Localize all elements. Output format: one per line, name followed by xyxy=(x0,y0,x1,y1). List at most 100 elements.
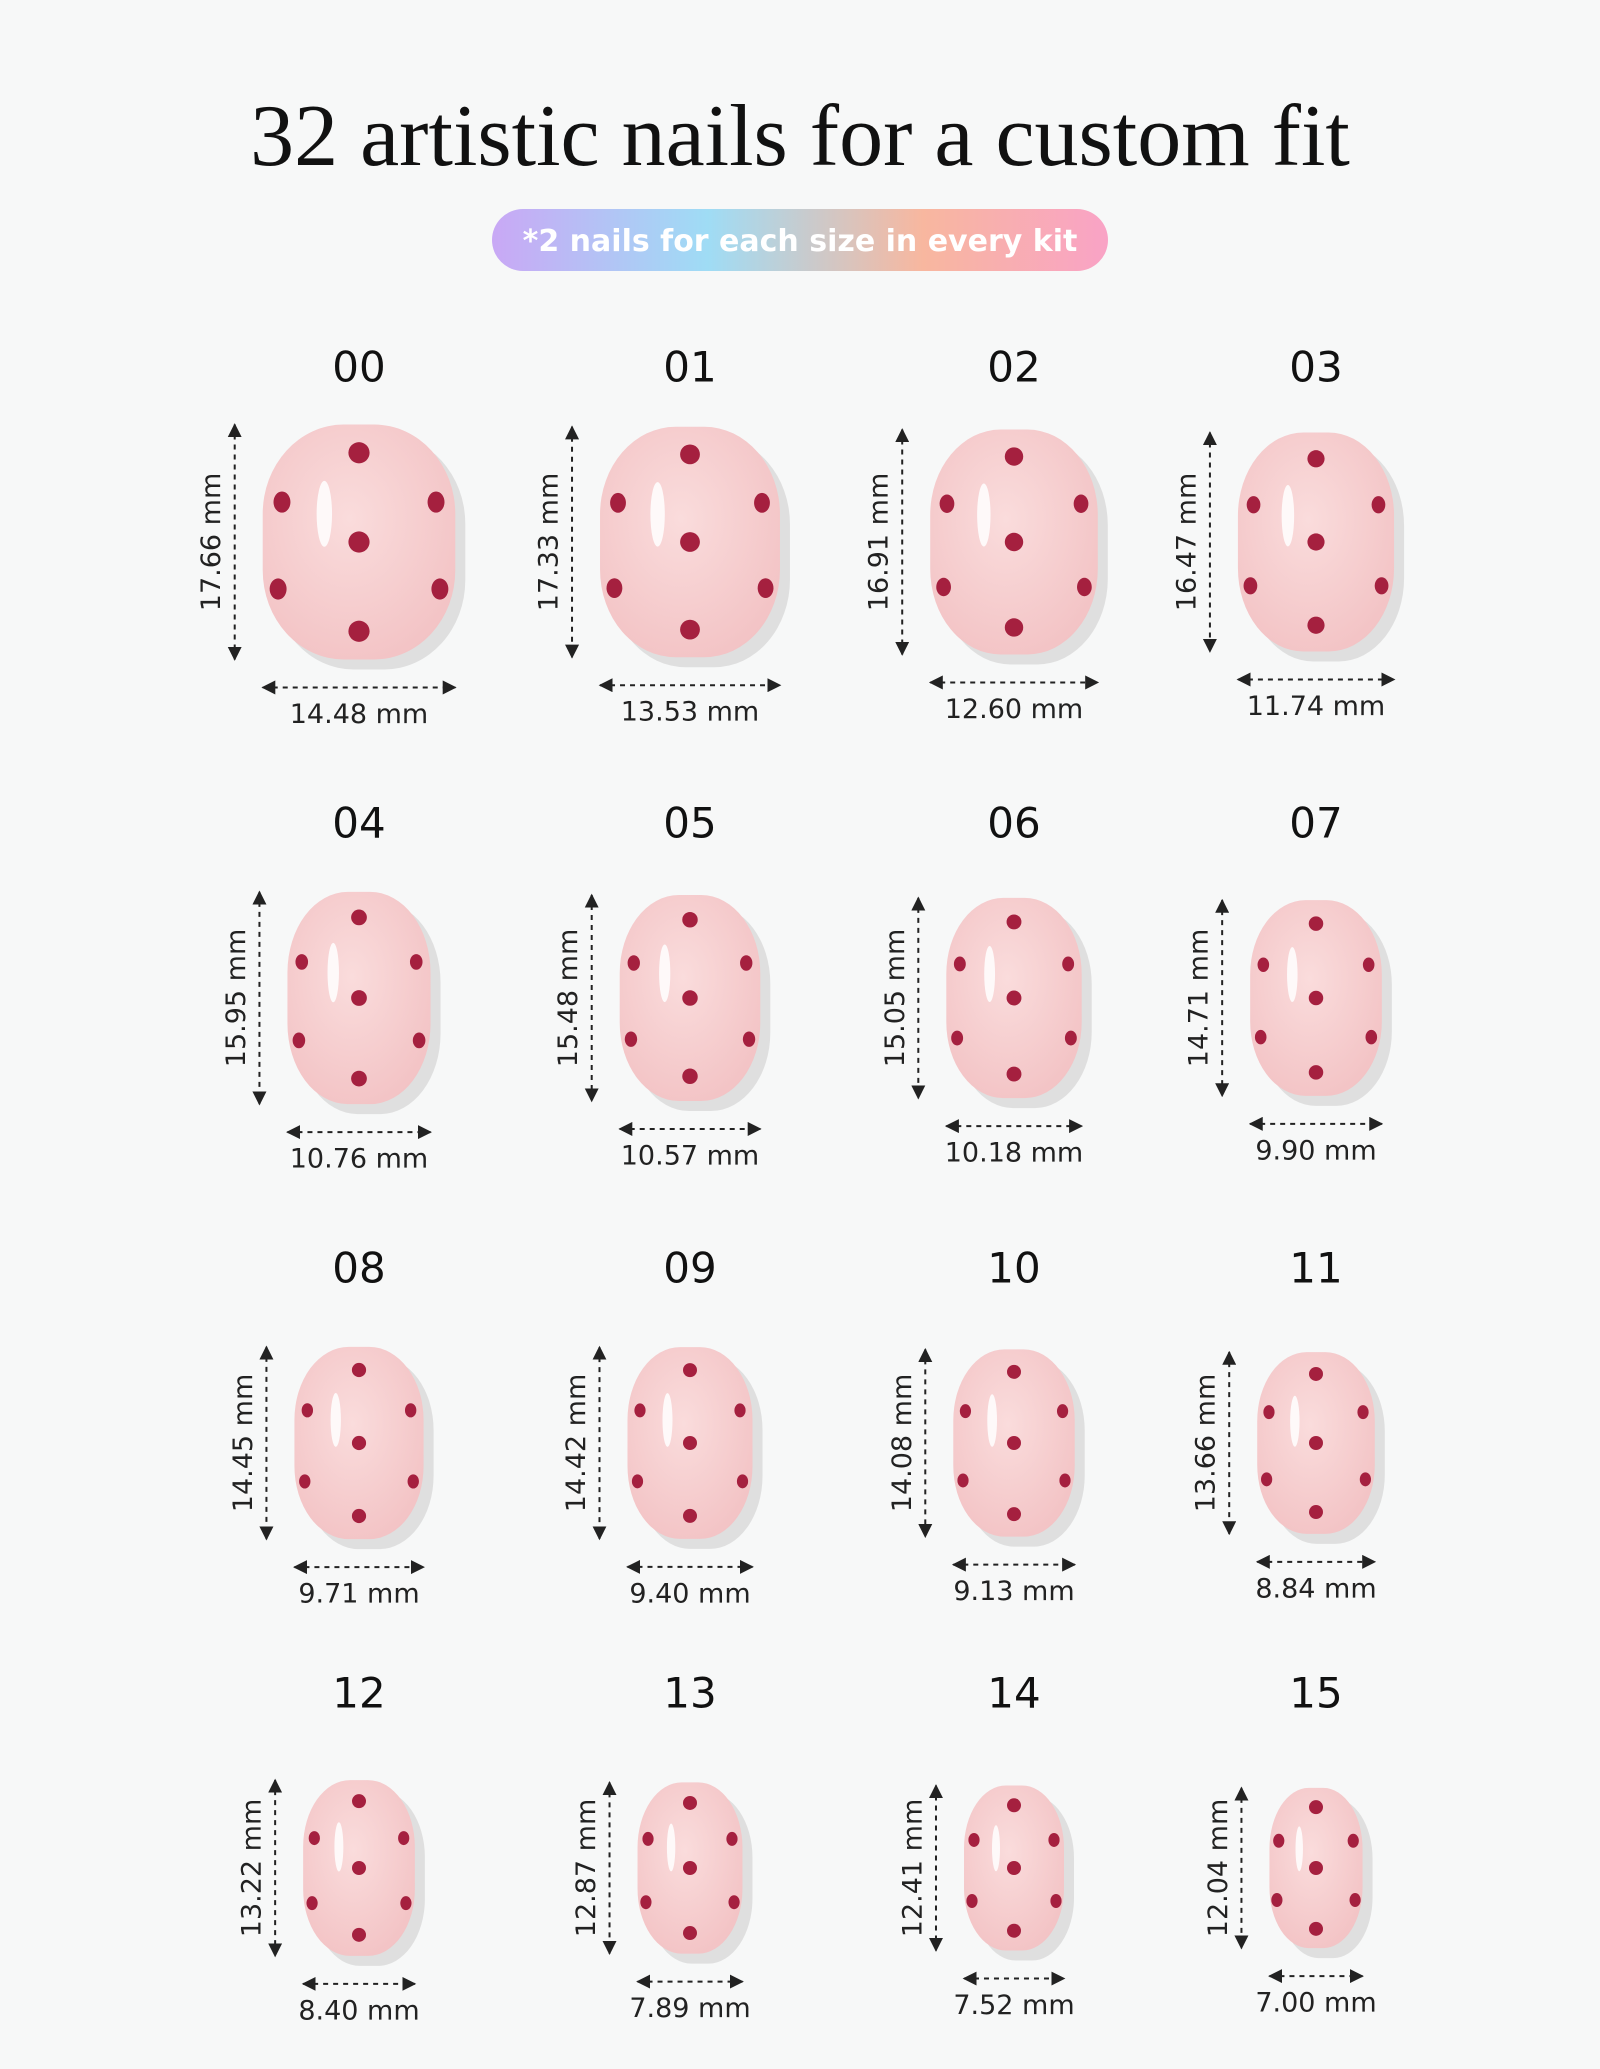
nail xyxy=(930,429,1108,665)
height-label: 14.71 mm xyxy=(1184,929,1215,1067)
nail xyxy=(946,897,1092,1109)
nail-dot xyxy=(351,909,367,926)
nail-dot xyxy=(682,912,698,928)
nail-dot xyxy=(1263,1405,1275,1420)
nail-dot xyxy=(431,578,449,600)
nail-dot xyxy=(1062,956,1075,972)
nail-dot xyxy=(1309,1800,1323,1815)
nail-dot xyxy=(1006,1066,1022,1082)
width-label: 12.60 mm xyxy=(945,694,1083,725)
nail-dot xyxy=(1365,1029,1378,1045)
nail-dot xyxy=(1271,1893,1283,1908)
nail-shine xyxy=(987,1394,997,1447)
nail-dot xyxy=(1077,577,1092,597)
nail-dot xyxy=(1007,1923,1021,1938)
nail-dot xyxy=(1309,1366,1323,1381)
nail-dot xyxy=(939,494,955,513)
width-label: 9.13 mm xyxy=(953,1576,1074,1607)
nail-dot xyxy=(1007,1507,1021,1522)
nail xyxy=(1269,1787,1373,1959)
width-label: 10.76 mm xyxy=(290,1144,428,1175)
height-label: 15.95 mm xyxy=(221,929,252,1067)
size-label: 11 xyxy=(1289,1244,1342,1293)
nail-shine xyxy=(1295,1826,1303,1872)
nail-dot xyxy=(936,577,951,597)
size-label: 02 xyxy=(987,343,1040,392)
nail-dot xyxy=(351,1362,367,1378)
width-label: 14.48 mm xyxy=(290,699,428,730)
nail-dot xyxy=(1308,1065,1324,1080)
nail-dot xyxy=(1308,916,1324,931)
nail-dot xyxy=(269,578,287,600)
nail-dot xyxy=(273,491,291,513)
nail-dot xyxy=(404,1403,417,1418)
nail-dot xyxy=(1006,990,1022,1006)
width-label: 8.40 mm xyxy=(298,1995,419,2026)
nail-dot xyxy=(1007,1436,1021,1450)
height-label: 17.33 mm xyxy=(534,473,565,611)
nail-dot xyxy=(348,442,370,464)
nail-dot xyxy=(610,492,626,513)
nail-shine xyxy=(991,1825,1000,1872)
nail-dot xyxy=(1056,1404,1069,1419)
nail-shine xyxy=(666,1823,676,1872)
nail-shine xyxy=(984,945,996,1003)
nail-dot xyxy=(1357,1405,1369,1420)
nail-dot xyxy=(680,444,700,465)
width-label: 7.00 mm xyxy=(1255,1988,1376,2019)
nail-shine xyxy=(1290,1395,1300,1447)
size-label: 08 xyxy=(332,1244,385,1293)
nail-dot xyxy=(951,1030,964,1046)
nail-dot xyxy=(407,1474,419,1489)
nail-shine xyxy=(662,1393,673,1447)
nail-dot xyxy=(299,1474,311,1489)
width-label: 9.90 mm xyxy=(1255,1135,1376,1166)
nail-dot xyxy=(1004,618,1024,637)
nail-shine xyxy=(316,480,333,547)
nail-dot xyxy=(308,1831,320,1846)
nail xyxy=(1257,1352,1385,1544)
nail-dot xyxy=(352,1794,366,1809)
nail-dot xyxy=(1349,1893,1361,1908)
nail-dot xyxy=(683,1861,697,1875)
nail-dot xyxy=(1307,616,1325,634)
nail-dot xyxy=(1359,1472,1371,1487)
nail-dot xyxy=(953,956,966,972)
height-label: 12.04 mm xyxy=(1203,1799,1234,1937)
nail-dot xyxy=(680,619,700,640)
nail-dot xyxy=(1059,1473,1071,1488)
nail-dot xyxy=(1374,577,1389,595)
nail-dot xyxy=(1048,1832,1060,1847)
size-label: 14 xyxy=(987,1669,1040,1718)
nail-dot xyxy=(348,620,370,642)
width-label: 8.84 mm xyxy=(1255,1573,1376,1604)
nail-dot xyxy=(683,1508,697,1523)
nail-dot xyxy=(1371,496,1386,514)
nail-dot xyxy=(726,1831,738,1846)
nail-dot xyxy=(640,1895,652,1910)
nail xyxy=(963,1785,1075,1961)
nail-dot xyxy=(683,1363,697,1378)
nail-dot xyxy=(412,1032,426,1049)
nail-dot xyxy=(1050,1894,1062,1909)
nail-dot xyxy=(427,491,445,513)
nail-dot xyxy=(351,1508,367,1524)
nail-dot xyxy=(740,955,753,971)
nail-dot xyxy=(1006,914,1022,930)
nail-shine xyxy=(334,1822,344,1872)
nail-dot xyxy=(1246,496,1261,514)
nail-dot xyxy=(683,1926,697,1941)
nail-dot xyxy=(959,1404,972,1419)
nail-dot xyxy=(398,1831,410,1846)
size-label: 05 xyxy=(663,799,716,848)
nail-dot xyxy=(352,1861,366,1875)
nail-dot xyxy=(295,954,309,970)
size-label: 00 xyxy=(332,343,385,392)
nail-dot xyxy=(348,531,370,553)
nail xyxy=(294,1346,434,1550)
nail xyxy=(262,424,466,670)
size-label: 03 xyxy=(1289,343,1342,392)
width-label: 10.18 mm xyxy=(945,1138,1083,1169)
nail xyxy=(953,1349,1085,1547)
height-label: 13.66 mm xyxy=(1191,1374,1222,1512)
